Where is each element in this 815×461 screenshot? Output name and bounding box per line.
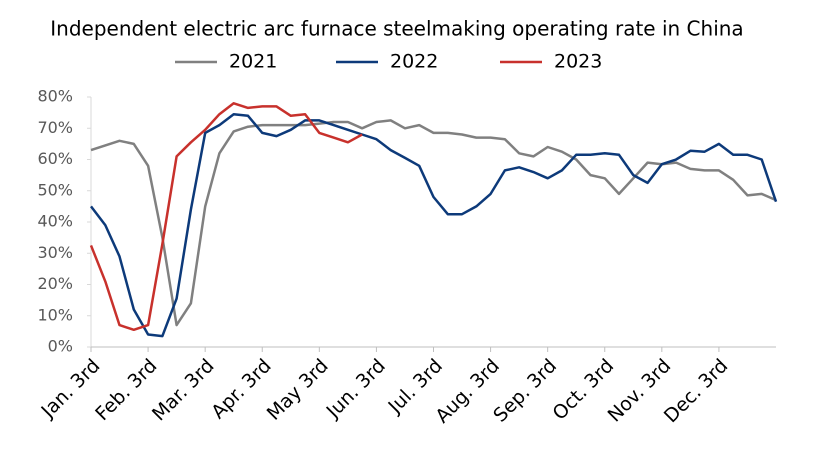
x-tick-label: Sep. 3rd [489, 355, 561, 427]
y-tick-label: 40% [37, 212, 73, 231]
legend-label: 2022 [390, 51, 438, 73]
y-tick-label: 10% [37, 305, 73, 324]
x-tick-label: Feb. 3rd [91, 355, 161, 425]
legend-label: 2023 [554, 51, 602, 73]
x-tick-label: Jun. 3rd [322, 355, 390, 423]
line-series [90, 112, 778, 338]
y-tick-label: 20% [37, 274, 73, 293]
y-tick-label: 80% [37, 87, 73, 106]
x-tick-label: May 3rd [263, 355, 333, 425]
y-tick-label: 70% [37, 118, 73, 137]
y-tick-label: 0% [48, 337, 73, 356]
legend-label: 2021 [229, 51, 277, 73]
chart-title: Independent electric arc furnace steelma… [50, 17, 743, 41]
x-tick-label: Dec. 3rd [660, 355, 732, 427]
line-series [90, 119, 777, 327]
x-tick-label: Mar. 3rd [148, 355, 219, 426]
y-tick-label: 50% [37, 180, 73, 199]
y-tick-label: 60% [37, 149, 73, 168]
y-tick-label: 30% [37, 243, 73, 262]
line-series [89, 102, 363, 332]
